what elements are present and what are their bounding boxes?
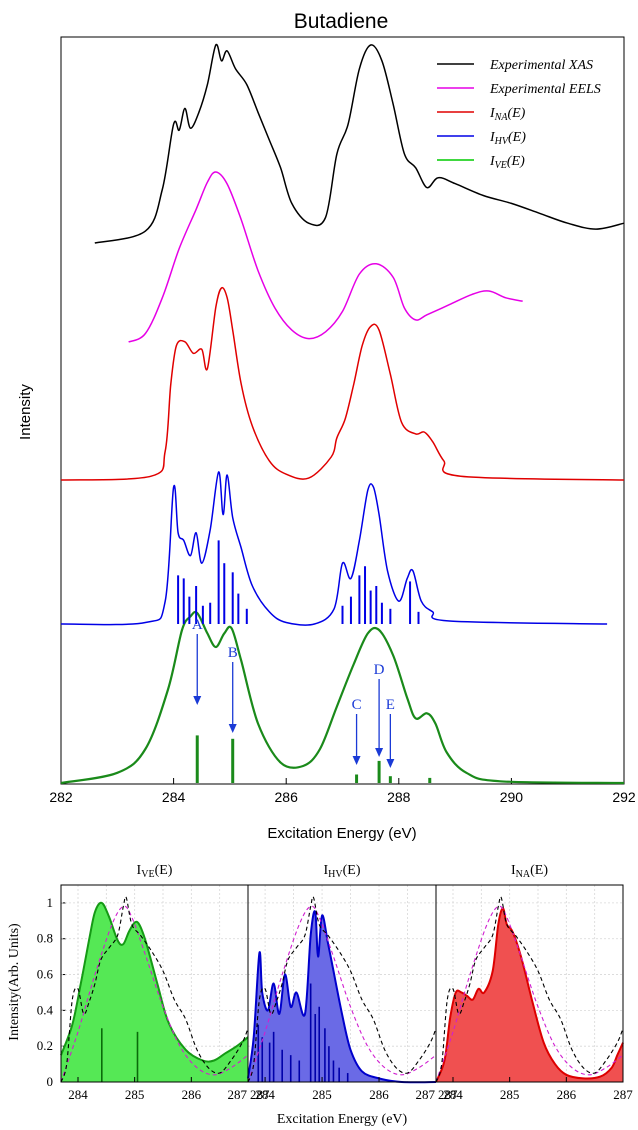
annotation-label: A	[192, 617, 203, 633]
y-axis-label: Intensity	[17, 384, 34, 440]
panel-na: INA(E) 284 285 286 287 287	[435, 863, 633, 1102]
panel-xas-dashed	[247, 896, 437, 1083]
bottom-y-axis-label: Intensity(Arb. Units)	[7, 923, 22, 1041]
bottom-y-tick-label: 0	[47, 1074, 54, 1089]
top-series-group	[60, 43, 625, 785]
annotation-arrow-head	[375, 748, 384, 757]
top-x-tick-label: 282	[49, 789, 73, 805]
panel-x-tick-label: 287	[250, 1087, 270, 1102]
panel-area-line	[60, 901, 249, 1063]
top-series-line-1	[128, 171, 523, 343]
panel-title: IVE(E)	[137, 863, 173, 880]
top-series-line-4	[60, 610, 625, 785]
annotation-label: C	[352, 697, 362, 713]
panel-eels-dashed	[60, 905, 249, 1083]
top-x-tick-label: 290	[500, 789, 524, 805]
legend-label: IHV(E)	[489, 130, 526, 147]
bottom-chart: Intensity(Arb. Units) Excitation Energy …	[7, 863, 633, 1127]
panel-eels-dashed	[247, 905, 437, 1083]
top-series-line-0	[94, 43, 625, 244]
panel-x-tick-label: 285	[312, 1087, 332, 1102]
panel-x-tick-label: 286	[182, 1087, 202, 1102]
panel-xas-dashed	[435, 896, 624, 1083]
panel-x-tick-label: 284	[443, 1087, 463, 1102]
panel-title: INA(E)	[511, 863, 548, 880]
panel-x-tick-label: 287	[416, 1087, 436, 1102]
chart-title: Butadiene	[294, 10, 389, 33]
top-x-tick-label: 288	[387, 789, 411, 805]
top-plot-frame	[60, 36, 625, 785]
top-chart: Butadiene Intensity Excitation Energy (e…	[17, 10, 636, 842]
panel-hv: IHV(E) 284 285 286 287 287	[247, 863, 437, 1102]
annotation-arrow-head	[228, 724, 237, 733]
top-sticks-group	[177, 540, 432, 783]
top-annotations-group: A B C D E	[192, 617, 395, 768]
panel-x-tick-label: 285	[125, 1087, 145, 1102]
panel-x-tick-label: 287	[438, 1087, 458, 1102]
top-x-tick-label: 286	[275, 789, 299, 805]
bottom-y-tick-label: 0.2	[37, 1038, 53, 1053]
annotation-label: D	[374, 662, 385, 678]
top-x-tick-label: 284	[162, 789, 186, 805]
panel-x-tick-label: 287	[228, 1087, 248, 1102]
top-x-ticks: 282 284 286 288 290 292	[49, 778, 636, 805]
bottom-y-tick-label: 0.6	[37, 967, 54, 982]
panel-eels-dashed	[435, 905, 624, 1083]
panel-area-fill	[248, 911, 436, 1083]
panel-x-tick-label: 284	[68, 1087, 88, 1102]
panel-frame	[435, 884, 624, 1083]
bottom-y-tick-label: 0.8	[37, 931, 53, 946]
legend: Experimental XAS Experimental EELS INA(E) I…	[437, 58, 601, 171]
panel-x-tick-label: 285	[500, 1087, 520, 1102]
annotation-arrow-head	[193, 696, 202, 705]
panel-title: IHV(E)	[323, 863, 360, 880]
legend-label: IVE(E)	[489, 154, 525, 171]
bottom-y-tick-label: 1	[47, 895, 54, 910]
top-series-line-2	[60, 286, 625, 481]
annotation-label: E	[386, 697, 395, 713]
panel-area-fill	[436, 908, 623, 1082]
legend-label: Experimental EELS	[489, 82, 601, 97]
legend-label: INA(E)	[489, 106, 526, 123]
panel-x-tick-label: 286	[369, 1087, 389, 1102]
top-series-line-3	[60, 471, 608, 626]
x-axis-label: Excitation Energy (eV)	[267, 825, 416, 842]
panel-area-fill	[61, 902, 248, 1082]
panel-xas-dashed	[60, 896, 249, 1083]
bottom-y-tick-label: 0.4	[37, 1002, 54, 1017]
panel-x-tick-label: 287	[613, 1087, 633, 1102]
annotation-arrow-head	[386, 759, 395, 768]
panel-area-line	[247, 910, 437, 1084]
annotation-label: B	[228, 645, 238, 661]
panel-x-tick-label: 284	[255, 1087, 275, 1102]
top-x-tick-label: 292	[612, 789, 636, 805]
panel-x-tick-label: 286	[557, 1087, 577, 1102]
annotation-arrow-head	[352, 756, 361, 765]
bottom-x-axis-label: Excitation Energy (eV)	[277, 1112, 408, 1127]
panel-ve: IVE(E) 284 285 286 287	[60, 863, 249, 1102]
legend-label: Experimental XAS	[489, 58, 593, 73]
